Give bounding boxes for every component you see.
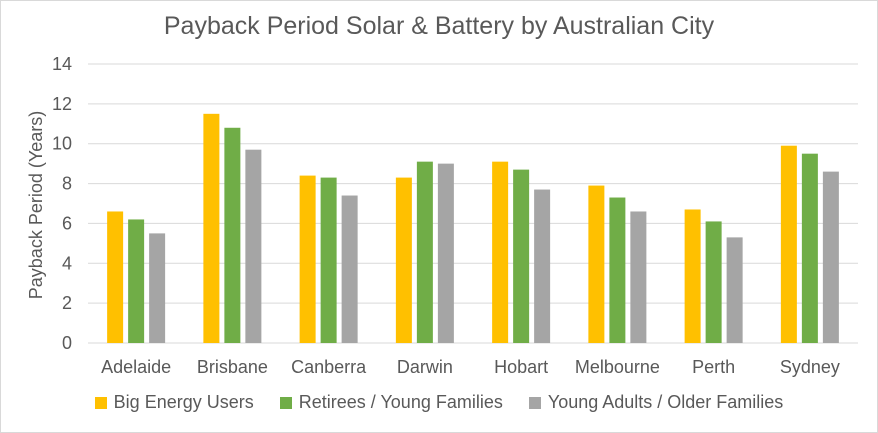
bar-sydney-3	[822, 171, 839, 343]
bar-darwin-3	[437, 163, 454, 343]
legend-swatch	[94, 396, 107, 409]
bar-melbourne-3	[630, 211, 647, 343]
y-axis-label: Payback Period (Years)	[26, 111, 46, 299]
x-tick-label: Hobart	[494, 357, 548, 377]
bar-adelaide-3	[149, 233, 166, 343]
legend-label: Young Adults / Older Families	[547, 392, 784, 412]
bar-adelaide-2	[128, 219, 145, 343]
x-tick-label: Canberra	[291, 357, 367, 377]
legend-item: Big Energy Users	[94, 392, 254, 413]
bar-brisbane-2	[224, 127, 241, 344]
y-tick-label: 8	[62, 174, 72, 194]
legend-label: Big Energy Users	[113, 392, 254, 412]
y-tick-label: 4	[62, 253, 72, 273]
bar-adelaide-1	[107, 211, 124, 343]
bar-hobart-2	[513, 169, 530, 343]
bars	[107, 113, 839, 344]
x-axis-ticks: Adelaide Brisbane Canberra Darwin Hobart Melb…	[101, 357, 840, 377]
bar-perth-1	[684, 209, 701, 343]
y-tick-label: 0	[62, 333, 72, 353]
bar-melbourne-1	[588, 185, 605, 343]
y-tick-label: 12	[52, 94, 72, 114]
bar-darwin-1	[395, 177, 412, 343]
x-tick-label: Brisbane	[197, 357, 268, 377]
y-tick-label: 14	[52, 54, 72, 74]
y-tick-label: 6	[62, 213, 72, 233]
bar-canberra-3	[341, 195, 358, 343]
bar-darwin-2	[416, 161, 433, 343]
bar-brisbane-1	[203, 113, 220, 343]
bar-perth-2	[705, 221, 722, 343]
x-tick-label: Darwin	[397, 357, 453, 377]
bar-hobart-1	[492, 161, 509, 343]
legend: Big Energy Users Retirees / Young Familie…	[0, 392, 878, 413]
legend-swatch	[528, 396, 541, 409]
bar-canberra-2	[320, 177, 337, 343]
y-axis-ticks: 0 2 4 6 8 10 12 14	[52, 54, 72, 353]
bar-canberra-1	[299, 175, 316, 343]
bar-sydney-1	[780, 145, 797, 343]
legend-label: Retirees / Young Families	[298, 392, 503, 412]
legend-item: Young Adults / Older Families	[528, 392, 784, 413]
x-tick-label: Sydney	[780, 357, 840, 377]
bar-brisbane-3	[245, 149, 262, 343]
y-tick-label: 10	[52, 134, 72, 154]
legend-swatch	[279, 396, 292, 409]
bar-perth-3	[726, 237, 743, 343]
bar-melbourne-2	[609, 197, 626, 343]
x-tick-label: Perth	[692, 357, 735, 377]
x-tick-label: Adelaide	[101, 357, 171, 377]
chart-title: Payback Period Solar & Battery by Austra…	[163, 12, 715, 40]
bar-hobart-3	[534, 189, 551, 343]
y-tick-label: 2	[62, 293, 72, 313]
bar-sydney-2	[801, 153, 818, 343]
x-tick-label: Melbourne	[575, 357, 660, 377]
legend-item: Retirees / Young Families	[279, 392, 503, 413]
